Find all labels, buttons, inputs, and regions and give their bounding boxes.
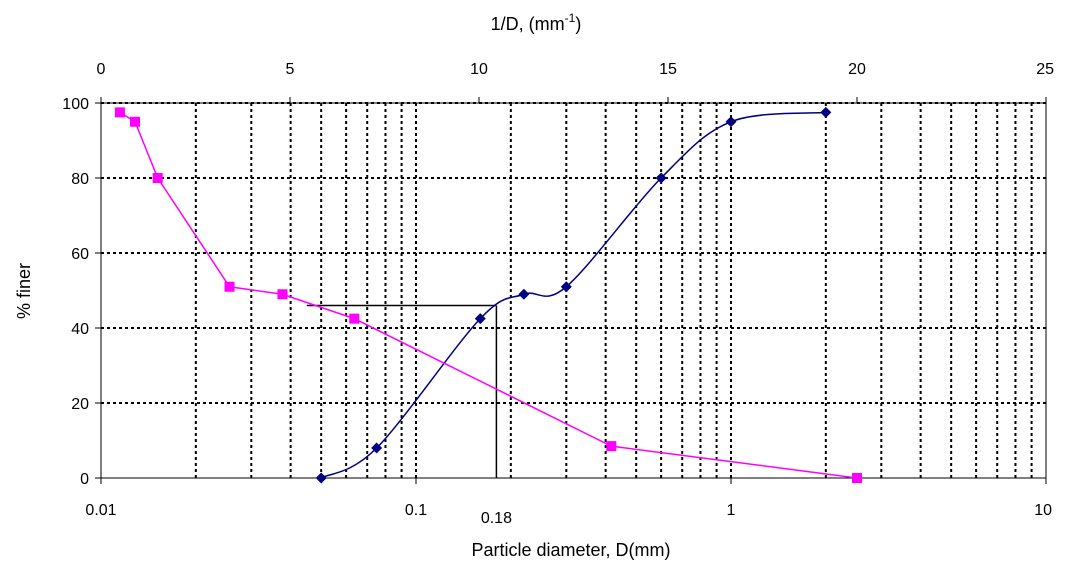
- grid-lines: [101, 102, 1046, 478]
- y-tick-label: 20: [71, 396, 89, 413]
- x2-axis-title-close: ): [575, 14, 581, 34]
- y-tick-label: 0: [80, 471, 89, 488]
- data-point: [560, 281, 572, 293]
- data-point: [315, 472, 327, 484]
- x2-tick-label: 15: [659, 61, 677, 78]
- data-point: [371, 442, 383, 454]
- data-point: [606, 441, 617, 452]
- data-point: [277, 289, 288, 300]
- data-point: [474, 313, 486, 325]
- series-line: [119, 111, 858, 479]
- data-point: [224, 281, 235, 292]
- series-1: [315, 106, 832, 484]
- series-layer: [114, 106, 862, 484]
- d50-annotation: 0.18: [306, 304, 512, 527]
- y-tick-label: 80: [71, 171, 89, 188]
- data-point: [820, 106, 832, 118]
- x-tick-label: 0.01: [85, 502, 116, 519]
- x2-axis-title: 1/D, (mm-1): [491, 11, 582, 34]
- data-point: [152, 173, 163, 183]
- series-2: [114, 107, 862, 483]
- plot-frame: [100, 102, 1047, 479]
- y-tick-label: 100: [62, 96, 89, 113]
- annotation-label: 0.18: [481, 510, 512, 527]
- x2-axis-title-sup: -1: [565, 11, 576, 25]
- x2-tick-label: 5: [286, 61, 295, 78]
- x-tick-label: 0.1: [405, 502, 427, 519]
- x2-tick-label: 0: [97, 61, 106, 78]
- y-tick-label: 40: [71, 321, 89, 338]
- data-point: [852, 473, 862, 483]
- x2-tick-label: 10: [470, 61, 488, 78]
- data-point: [655, 172, 667, 184]
- x-tick-label: 10: [1034, 502, 1052, 519]
- x-axis-title: Particle diameter, D(mm): [471, 540, 670, 560]
- data-point: [349, 313, 360, 324]
- y-axis-title: % finer: [14, 263, 34, 319]
- x2-tick-label: 25: [1036, 61, 1054, 78]
- x2-axis-title-main: 1/D, (mm: [491, 14, 565, 34]
- data-point: [114, 107, 125, 118]
- y-tick-label: 60: [71, 246, 89, 263]
- series-line: [320, 111, 826, 479]
- data-point: [130, 116, 141, 127]
- data-point: [518, 288, 530, 300]
- x-tick-label: 1: [727, 502, 736, 519]
- data-point: [725, 116, 737, 128]
- x2-tick-label: 20: [848, 61, 866, 78]
